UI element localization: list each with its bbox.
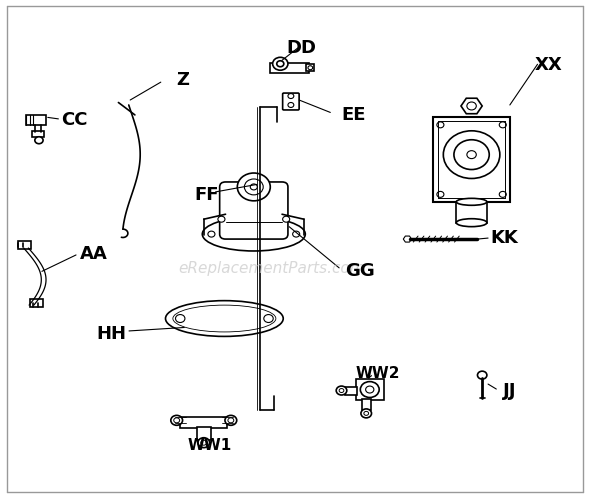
Circle shape [208,231,215,237]
Bar [180,417,227,428]
Circle shape [273,57,288,70]
Circle shape [336,386,347,395]
Circle shape [454,140,489,169]
Text: GG: GG [345,262,375,280]
Text: AA: AA [80,245,107,263]
Circle shape [228,418,234,423]
Text: XX: XX [534,56,562,74]
Bar [18,241,31,249]
Text: eReplacementParts.com: eReplacementParts.com [178,261,365,276]
Text: KK: KK [490,229,518,247]
Ellipse shape [173,305,276,332]
Polygon shape [404,236,412,242]
Circle shape [293,231,300,237]
Circle shape [288,94,294,99]
Text: Z: Z [177,71,189,89]
Circle shape [437,191,444,197]
Circle shape [443,131,500,178]
Bar [345,386,357,394]
Text: WW2: WW2 [355,366,399,380]
Circle shape [366,386,374,393]
Circle shape [499,122,506,128]
FancyBboxPatch shape [283,93,299,110]
Polygon shape [461,98,482,114]
FancyBboxPatch shape [219,182,288,239]
Circle shape [364,411,369,415]
Bar [32,131,44,137]
Bar [270,63,309,73]
Circle shape [308,66,313,70]
Ellipse shape [456,198,487,205]
Circle shape [171,415,182,425]
Bar [30,299,43,307]
Circle shape [499,191,506,197]
Ellipse shape [202,217,305,251]
Circle shape [277,61,284,67]
Bar [356,378,384,400]
Text: CC: CC [61,111,87,129]
Text: DD: DD [286,39,316,57]
Circle shape [283,216,290,222]
Bar [196,427,211,440]
Bar [306,64,314,71]
Circle shape [201,440,206,445]
Circle shape [467,151,476,159]
Text: HH: HH [96,325,126,344]
Circle shape [173,418,179,423]
Circle shape [339,388,344,392]
Circle shape [198,438,209,448]
Ellipse shape [166,301,283,337]
Circle shape [225,415,237,425]
Text: EE: EE [342,106,366,124]
Bar [26,115,46,125]
Circle shape [237,173,270,201]
Text: FF: FF [195,186,219,204]
Text: WW1: WW1 [188,438,232,453]
Bar [433,118,510,202]
Circle shape [437,122,444,128]
Circle shape [175,315,185,323]
Circle shape [360,381,379,397]
Circle shape [244,179,263,195]
Circle shape [477,371,487,379]
Ellipse shape [456,219,487,227]
Circle shape [467,102,476,110]
Bar [362,399,371,410]
Text: JJ: JJ [503,381,517,399]
Circle shape [35,137,43,144]
Circle shape [218,216,225,222]
Circle shape [250,184,257,190]
Bar [456,202,487,223]
Circle shape [264,315,273,323]
Circle shape [361,409,372,418]
Circle shape [288,103,294,108]
